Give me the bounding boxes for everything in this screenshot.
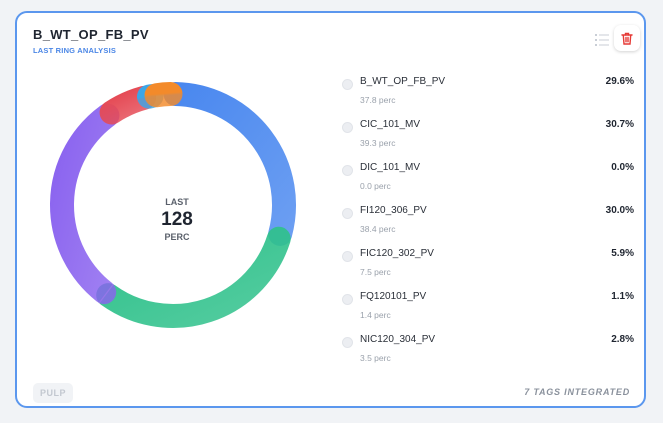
legend-item[interactable]: NIC120_304_PV 2.8% 3.5 perc <box>342 333 634 376</box>
legend-percent: 1.1% <box>611 291 634 302</box>
legend-value: 38.4 perc <box>360 224 396 234</box>
radio-toggle[interactable] <box>342 79 353 90</box>
radio-toggle[interactable] <box>342 208 353 219</box>
legend-name: FIC120_302_PV <box>360 248 434 259</box>
center-label-top: LAST <box>165 197 189 207</box>
center-value: 128 <box>161 209 193 230</box>
legend-name: FQ120101_PV <box>360 291 427 302</box>
radio-toggle[interactable] <box>342 337 353 348</box>
slice-b-wt-op-fb-pv[interactable] <box>163 82 296 246</box>
legend-name: B_WT_OP_FB_PV <box>360 76 446 87</box>
legend-name: CIC_101_MV <box>360 119 421 130</box>
legend-item[interactable]: FQ120101_PV 1.1% 1.4 perc <box>342 290 634 333</box>
slice-nic120-304-pv[interactable] <box>144 82 183 108</box>
tags-integrated-label: 7 TAGS INTEGRATED <box>524 387 630 397</box>
legend-item[interactable]: B_WT_OP_FB_PV 29.6% 37.8 perc <box>342 75 634 118</box>
legend-percent: 0.0% <box>611 162 634 173</box>
card-title: B_WT_OP_FB_PV <box>33 27 149 42</box>
radio-toggle[interactable] <box>342 294 353 305</box>
donut-chart <box>50 82 296 328</box>
legend-value: 7.5 perc <box>360 267 391 277</box>
radio-toggle[interactable] <box>342 165 353 176</box>
legend-item[interactable]: DIC_101_MV 0.0% 0.0 perc <box>342 161 634 204</box>
legend-percent: 30.0% <box>605 205 634 216</box>
legend-percent: 2.8% <box>611 334 634 345</box>
legend-value: 0.0 perc <box>360 181 391 191</box>
legend-name: NIC120_304_PV <box>360 334 436 345</box>
delete-button[interactable] <box>614 25 640 51</box>
ring-analysis-card: B_WT_OP_FB_PV LAST RING ANALYSIS LAST 12… <box>15 11 646 408</box>
legend-percent: 30.7% <box>605 119 634 130</box>
slice-fi120-306-pv[interactable] <box>50 103 120 305</box>
legend-name: FI120_306_PV <box>360 205 427 216</box>
legend-value: 1.4 perc <box>360 310 391 320</box>
legend-value: 37.8 perc <box>360 95 396 105</box>
radio-toggle[interactable] <box>342 251 353 262</box>
legend-item[interactable]: CIC_101_MV 30.7% 39.3 perc <box>342 118 634 161</box>
legend-value: 39.3 perc <box>360 138 396 148</box>
pulp-button[interactable]: PULP <box>33 383 73 403</box>
legend-percent: 29.6% <box>605 76 634 87</box>
legend-name: DIC_101_MV <box>360 162 421 173</box>
card-subtitle: LAST RING ANALYSIS <box>33 46 117 55</box>
list-icon[interactable] <box>595 33 611 47</box>
legend-item[interactable]: FIC120_302_PV 5.9% 7.5 perc <box>342 247 634 290</box>
legend-list: B_WT_OP_FB_PV 29.6% 37.8 perc CIC_101_MV… <box>342 75 634 376</box>
center-label-bottom: PERC <box>164 232 190 242</box>
trash-icon <box>621 32 633 45</box>
legend-item[interactable]: FI120_306_PV 30.0% 38.4 perc <box>342 204 634 247</box>
radio-toggle[interactable] <box>342 122 353 133</box>
legend-value: 3.5 perc <box>360 353 391 363</box>
legend-percent: 5.9% <box>611 248 634 259</box>
slice-cic-101-mv[interactable] <box>96 226 291 328</box>
